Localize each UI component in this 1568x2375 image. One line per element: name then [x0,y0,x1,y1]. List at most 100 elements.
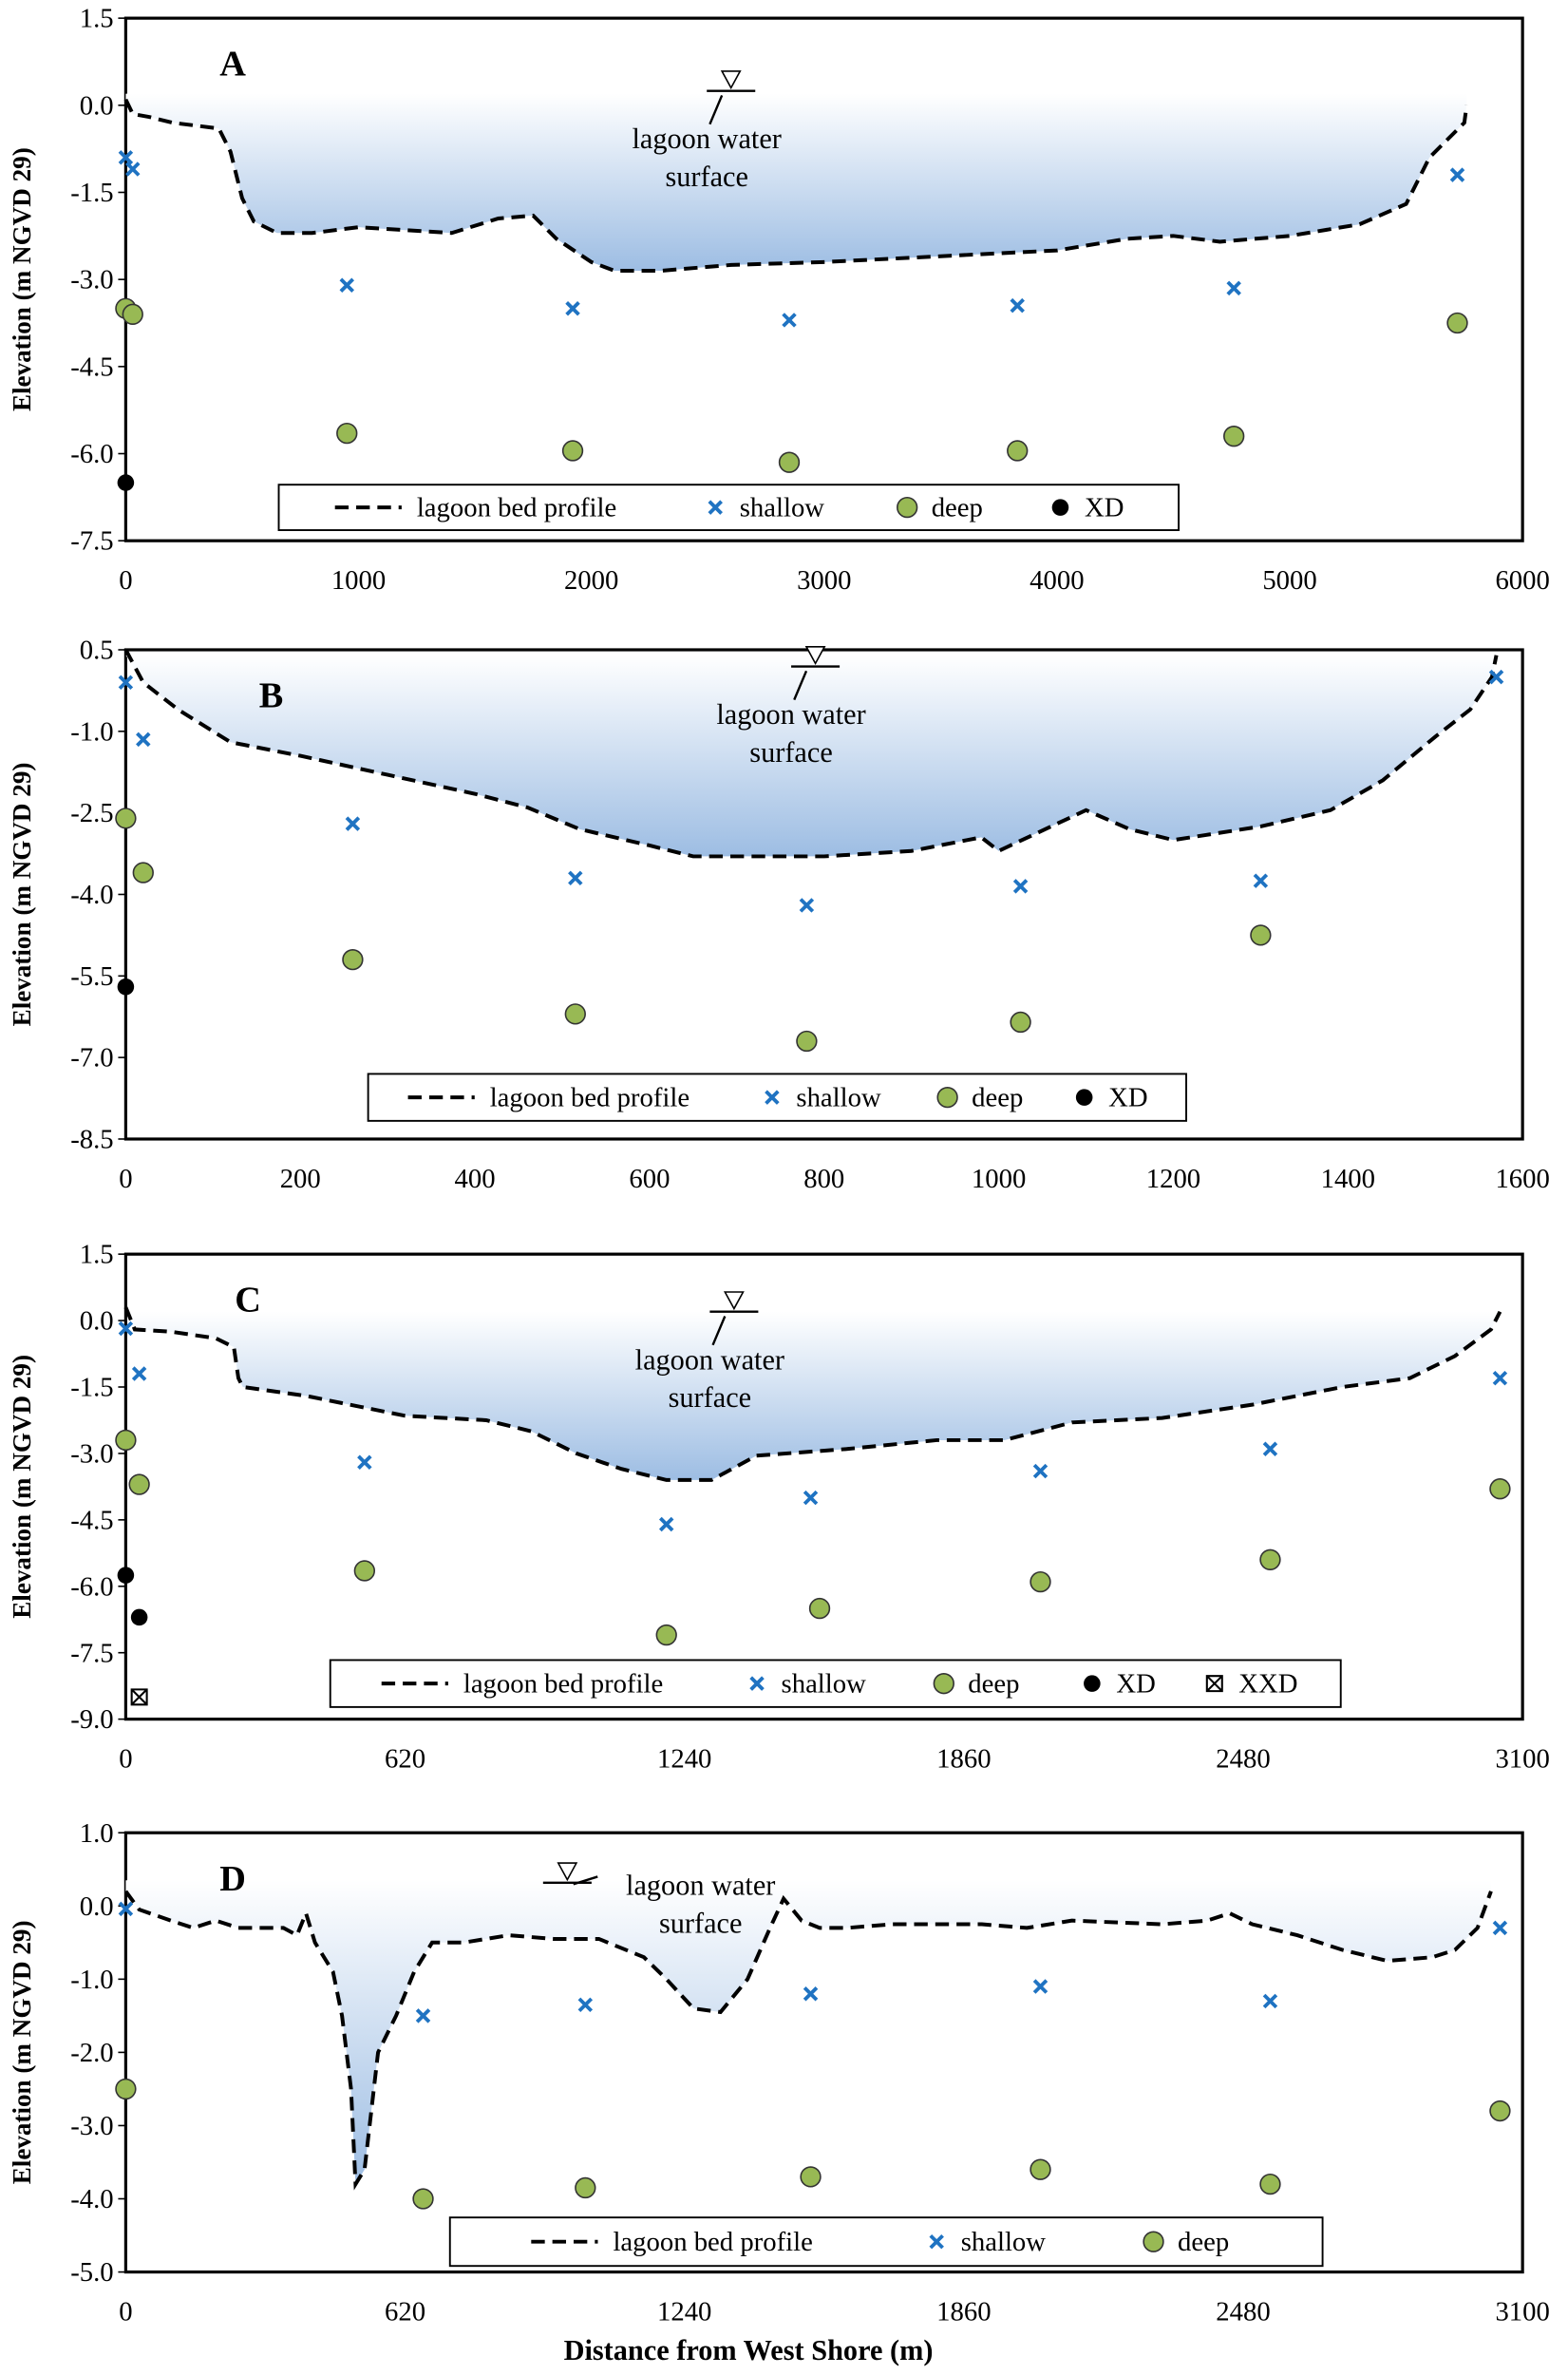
legend-marker-shallow [749,1676,765,1691]
deep-point [575,2176,596,2199]
legend-label: XXD [1238,1669,1297,1700]
shallow-point [415,2008,431,2024]
shallow-point [799,898,815,913]
panel-b: 0.5 -1.0 -2.5 -4.0 -5.5 -7.0 -8.50 200 400 600 800… [8,636,1550,1194]
water-fill [125,1311,1501,1480]
shallow-point [118,1901,134,1917]
x-tick-label: 3000 [797,565,851,596]
y-axis-title: Elevation (m NGVD 29) [8,763,36,1027]
deep-point [342,948,364,971]
x-tick-label: 200 [280,1164,321,1194]
x-tick-label: 1860 [936,2297,991,2328]
legend-label: XD [1085,493,1124,523]
legend-marker-xd [1075,1089,1093,1106]
panel-a: 1.5 0.0 -1.5 -3.0 -4.5 -6.0 -7.50 1000 2000 3000 4… [8,4,1550,597]
series-deep [115,808,1272,1053]
legend: lagoon bed profile shallow deep XD [277,484,1180,531]
legend-label: shallow [796,1083,881,1113]
deep-point [1030,1570,1051,1593]
shallow-point [118,1320,134,1337]
xd-point [117,474,135,491]
shallow-point [131,1366,147,1381]
x-tick-label: 600 [629,1164,670,1194]
y-tick-label: -1.5 [70,178,113,208]
deep-point [1250,924,1272,946]
x-tick-label: 620 [385,1744,425,1775]
legend-marker-deep [897,496,918,519]
legend-label: shallow [782,1669,867,1700]
deep-point [796,1030,818,1053]
deep-point [1446,312,1468,334]
x-tick-label: 5000 [1262,565,1316,596]
shallow-point [357,1454,372,1470]
shallow-point [118,150,134,165]
deep-point [655,1624,677,1646]
panel-letter: A [219,45,246,85]
annotation-arrow [708,94,724,125]
shallow-point [1492,1370,1508,1386]
legend-label: shallow [740,493,825,523]
series-deep [115,2078,1511,2210]
y-tick-label: 0.0 [80,1891,114,1922]
y-axis-title: Elevation (m NGVD 29) [8,1920,36,2184]
legend-label: lagoon bed profile [417,493,616,523]
x-tick-label: 0 [119,1744,132,1775]
series-shallow [118,1901,1508,2024]
series-xxd [130,1688,148,1706]
annotation-text: lagoon water [626,1870,775,1902]
y-tick-label: -1.0 [70,716,113,747]
shallow-point [339,277,355,294]
deep-point [778,451,801,473]
x-tick-label: 400 [455,1164,496,1194]
x-tick-label: 620 [385,2297,425,2328]
y-tick-label: -7.5 [70,526,113,557]
y-tick-label: -4.0 [70,2184,113,2214]
y-axis-title: Elevation (m NGVD 29) [8,1355,36,1619]
x-tick-label: 1860 [936,1744,991,1775]
y-tick-label: -6.0 [70,439,113,469]
legend-label: lagoon bed profile [613,2227,812,2257]
series-shallow [118,669,1504,913]
deep-point [122,303,143,325]
deep-point [128,1473,150,1495]
series-lagoon-bed-profile [123,1890,1493,2191]
y-tick-label: -9.0 [70,1704,113,1735]
annotation-text: surface [669,1381,751,1414]
shallow-point [125,162,141,177]
legend-label: XD [1108,1083,1147,1113]
xd-point [130,1608,148,1626]
shallow-point [345,816,361,831]
series-shallow [118,1320,1508,1532]
y-tick-label: -3.0 [70,265,113,295]
shallow-point [565,300,580,316]
panel-letter: C [235,1281,261,1320]
legend-marker-deep [936,1086,958,1109]
water-fill [125,1880,1491,2185]
y-tick-label: 0.0 [80,90,114,121]
xxd-point [130,1688,148,1706]
x-tick-label: 1240 [657,2297,711,2328]
x-tick-label: 0 [119,2297,132,2328]
panel-letter: D [219,1859,246,1899]
deep-point [132,862,154,884]
legend-box [277,484,1180,531]
legend: lagoon bed profile shallow deep XD XXD [329,1659,1342,1708]
legend-marker-xd [1084,1675,1101,1692]
x-tick-label: 800 [803,1164,844,1194]
water-fill [125,655,1497,857]
legend-marker-deep [1143,2231,1164,2252]
x-tick-label: 1000 [972,1164,1026,1194]
xd-point [117,978,135,996]
series-xd [117,978,135,996]
deep-point [1259,2173,1281,2195]
x-axis-title: Distance from West Shore (m) [564,2334,934,2366]
deep-point [1030,2158,1051,2180]
bed-profile-line [123,649,1499,859]
shallow-point [1262,1441,1278,1456]
deep-point [336,422,358,445]
legend-marker-xxd [1205,1675,1223,1693]
shallow-point [1226,280,1241,296]
y-tick-label: -1.5 [70,1373,113,1403]
annotation-arrow [711,1316,727,1346]
annotation-arrow [573,1875,598,1886]
